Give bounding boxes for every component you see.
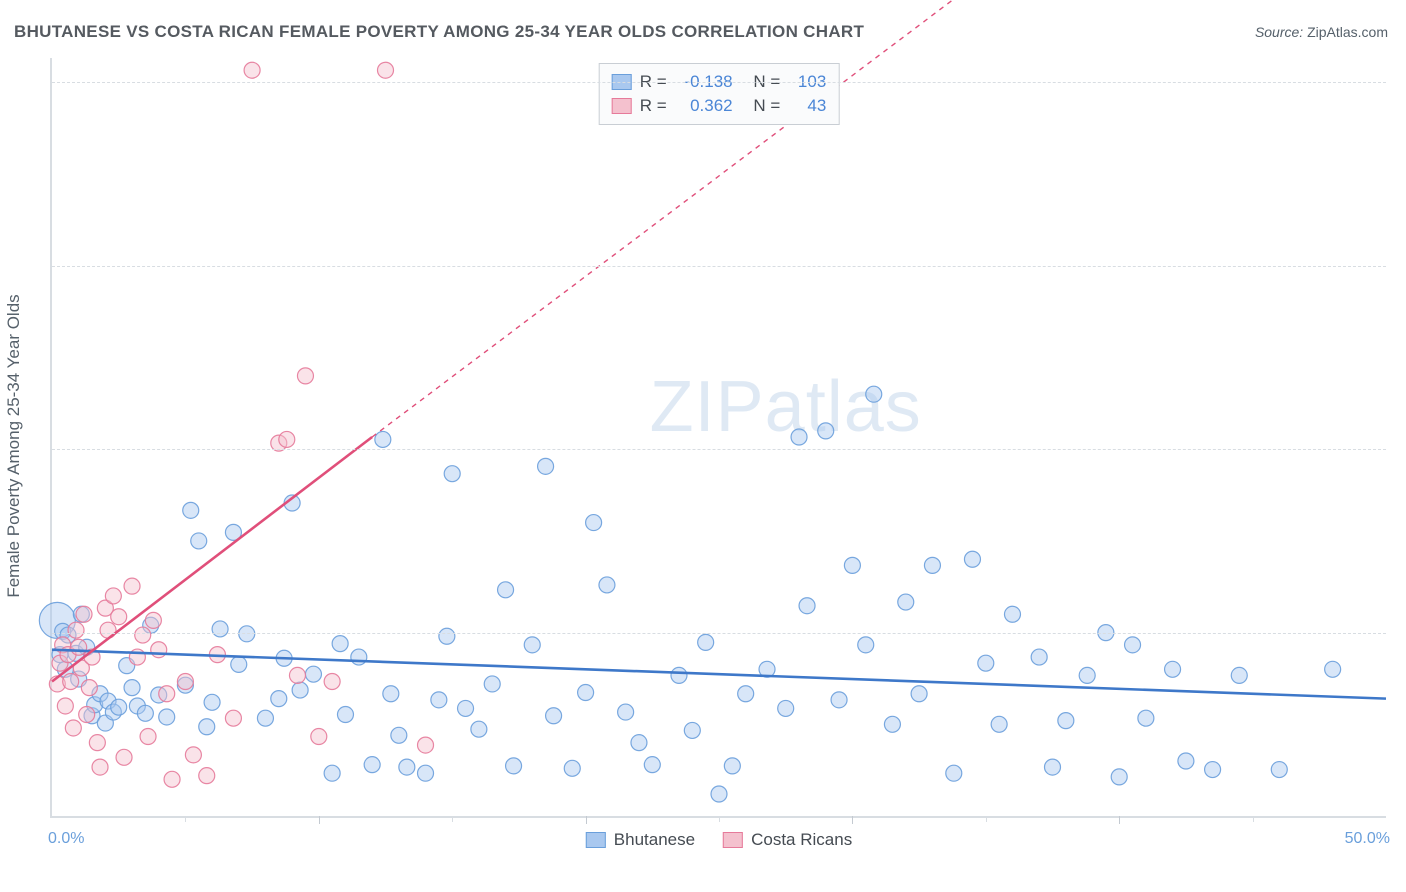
y-axis-label: Female Poverty Among 25-34 Year Olds — [4, 294, 24, 597]
legend-stats-row-2: R = 0.362 N = 43 — [612, 94, 827, 118]
source-attribution: Source: ZipAtlas.com — [1255, 24, 1388, 40]
gridline — [52, 449, 1386, 450]
y-tick-label: 30.0% — [1396, 440, 1406, 458]
gridline — [52, 266, 1386, 267]
x-tick — [1119, 816, 1120, 824]
n-value-costa-ricans: 43 — [788, 96, 826, 116]
legend-swatch-icon — [723, 832, 743, 848]
x-tick-min: 0.0% — [48, 830, 84, 848]
y-tick-label: 15.0% — [1396, 624, 1406, 642]
x-tick — [185, 816, 186, 822]
y-tick-label: 45.0% — [1396, 257, 1406, 275]
plot-area: ZIPatlas R = -0.138 N = 103 R = 0.362 N … — [50, 58, 1386, 818]
gridline — [52, 82, 1386, 83]
x-tick — [719, 816, 720, 822]
chart-svg — [52, 58, 1386, 816]
x-tick — [986, 816, 987, 822]
x-tick — [1253, 816, 1254, 822]
legend-stats: R = -0.138 N = 103 R = 0.362 N = 43 — [599, 63, 840, 125]
gridline — [52, 633, 1386, 634]
legend-item-bhutanese: Bhutanese — [586, 830, 695, 850]
legend-series: Bhutanese Costa Ricans — [586, 830, 852, 850]
x-tick-max: 50.0% — [1345, 830, 1390, 848]
r-value-costa-ricans: 0.362 — [675, 96, 733, 116]
x-tick — [319, 816, 320, 824]
legend-item-costa-ricans: Costa Ricans — [723, 830, 852, 850]
source-label: Source: — [1255, 24, 1303, 40]
source-value: ZipAtlas.com — [1307, 24, 1388, 40]
chart-container: BHUTANESE VS COSTA RICAN FEMALE POVERTY … — [0, 0, 1406, 892]
x-tick — [586, 816, 587, 824]
chart-title: BHUTANESE VS COSTA RICAN FEMALE POVERTY … — [14, 22, 864, 42]
x-tick — [452, 816, 453, 822]
y-tick-label: 60.0% — [1396, 73, 1406, 91]
legend-swatch-icon — [586, 832, 606, 848]
x-tick — [852, 816, 853, 824]
legend-swatch-costa-ricans — [612, 98, 632, 114]
